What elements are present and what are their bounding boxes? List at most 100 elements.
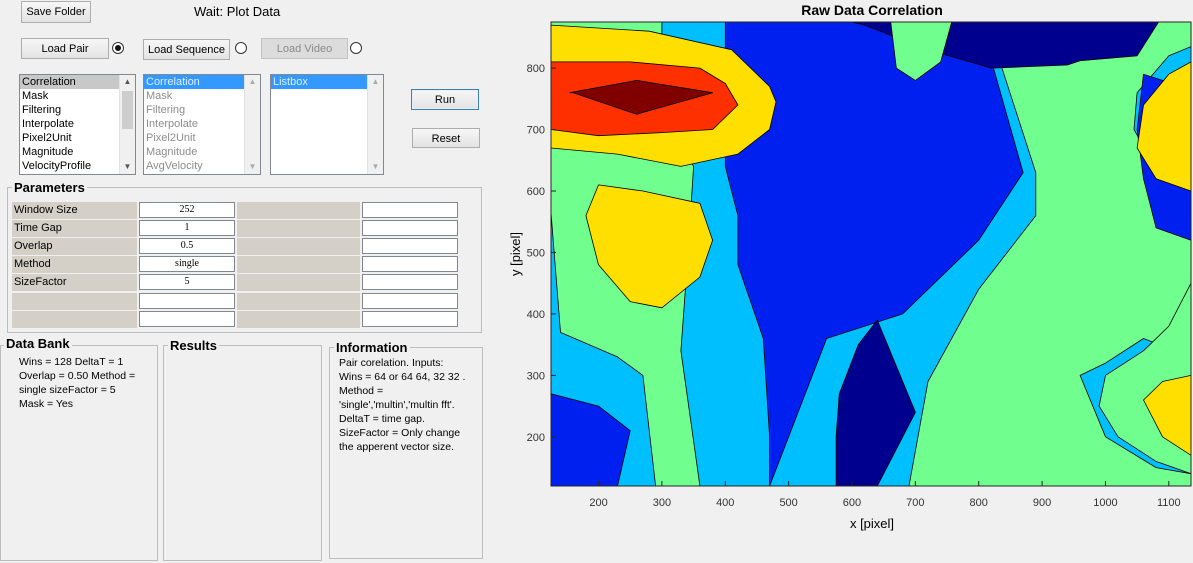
param-value-field-empty[interactable] — [362, 293, 458, 309]
data-bank-line: Overlap = 0.50 Method = — [19, 370, 136, 382]
x-tick-label: 900 — [1033, 497, 1051, 509]
x-tick-label: 300 — [653, 497, 671, 509]
y-tick-label: 600 — [527, 186, 545, 198]
results-panel — [163, 345, 322, 561]
param-value-field[interactable] — [139, 311, 235, 327]
x-tick-label: 500 — [779, 497, 797, 509]
parameters-panel — [7, 187, 482, 333]
param-value-field[interactable]: 1 — [139, 220, 235, 236]
param-label: SizeFactor — [12, 274, 137, 291]
param-value-field-empty[interactable] — [362, 202, 458, 218]
scroll-up-icon[interactable]: ▲ — [371, 77, 380, 86]
information-line: Method = — [339, 385, 384, 397]
param-label: Window Size — [12, 202, 137, 219]
contour-region-level-2 — [724, 22, 1024, 486]
y-tick-label: 300 — [527, 370, 545, 382]
list-item[interactable]: Mask — [22, 90, 49, 102]
information-title: Information — [334, 340, 410, 355]
information-line: Pair corelation. Inputs: — [339, 357, 444, 369]
list-item[interactable]: Magnitude — [22, 146, 74, 158]
contour-regions — [551, 22, 1191, 486]
scroll-up-icon[interactable]: ▲ — [123, 77, 132, 86]
y-tick-label: 400 — [527, 309, 545, 321]
param-value-field-empty[interactable] — [362, 311, 458, 327]
contour-region-level-5 — [1136, 61, 1191, 192]
param-value-field-empty[interactable] — [362, 274, 458, 290]
list-item[interactable]: Pixel2Unit — [22, 132, 72, 144]
load-pair-radio[interactable] — [112, 42, 124, 54]
information-line: DeltaT = time gap. — [339, 413, 425, 425]
results-title: Results — [168, 338, 219, 353]
scroll-down-icon[interactable]: ▼ — [248, 162, 257, 171]
list-item[interactable]: AvgVelocity — [146, 160, 203, 172]
load-video-button[interactable]: Load Video — [261, 38, 348, 59]
information-line: Wins = 64 or 64 64, 32 32 . — [339, 371, 466, 383]
x-axis-label: x [pixel] — [850, 516, 894, 531]
param-label-empty — [237, 311, 360, 328]
run-button[interactable]: Run — [411, 89, 479, 110]
plot-listbox[interactable]: Correlation Mask Filtering Interpolate P… — [143, 74, 261, 175]
param-label: Overlap — [12, 238, 137, 255]
parameters-title: Parameters — [12, 180, 87, 195]
save-folder-button[interactable]: Save Folder — [21, 1, 91, 23]
param-label-empty — [237, 293, 360, 310]
param-label: Time Gap — [12, 220, 137, 237]
information-line: the apperent vector size. — [339, 441, 454, 453]
x-tick-label: 700 — [906, 497, 924, 509]
load-video-radio[interactable] — [350, 42, 362, 54]
list-item[interactable]: Filtering — [146, 104, 186, 116]
plot-frame — [550, 21, 1192, 487]
param-value-field[interactable]: single — [139, 256, 235, 272]
contour-region-level-5 — [1143, 374, 1191, 456]
list-item[interactable]: Filtering — [22, 104, 62, 116]
information-line: 'single','multin','multin fft'. — [339, 399, 455, 411]
x-tick-label: 600 — [843, 497, 861, 509]
scroll-thumb[interactable] — [122, 91, 133, 129]
extra-listbox[interactable]: Listbox ▲ ▼ — [270, 74, 384, 175]
param-value-field[interactable]: 252 — [139, 202, 235, 218]
chart-title: Raw Data Correlation — [801, 2, 943, 18]
data-bank-line: single sizeFactor = 5 — [19, 384, 116, 396]
list-item[interactable]: Interpolate — [146, 118, 198, 130]
param-value-field[interactable]: 5 — [139, 274, 235, 290]
contour-chart: Raw Data Correlation x [pixel] y [pixel]… — [508, 2, 1192, 531]
list-item[interactable]: Interpolate — [22, 118, 74, 130]
param-value-field[interactable]: 0.5 — [139, 238, 235, 254]
param-value-field-empty[interactable] — [362, 238, 458, 254]
list-item[interactable]: Listbox — [271, 75, 367, 89]
data-bank-line: Wins = 128 DeltaT = 1 — [19, 356, 124, 368]
list-item[interactable]: Magnitude — [146, 146, 198, 158]
list-item[interactable]: Mask — [146, 90, 173, 102]
listbox-scrollbar[interactable]: ▲ ▼ — [119, 75, 135, 174]
load-sequence-button[interactable]: Load Sequence — [143, 39, 230, 60]
contour-region-level-1 — [835, 319, 916, 486]
param-label-empty — [237, 238, 360, 255]
listbox-scrollbar[interactable]: ▲ ▼ — [244, 75, 260, 174]
list-item[interactable]: Correlation — [144, 75, 260, 89]
load-pair-button[interactable]: Load Pair — [21, 38, 109, 59]
y-tick-label: 200 — [527, 432, 545, 444]
y-tick-label: 500 — [527, 247, 545, 259]
load-sequence-radio[interactable] — [235, 42, 247, 54]
process-listbox[interactable]: Correlation Mask Filtering Interpolate P… — [19, 74, 136, 175]
param-value-field-empty[interactable] — [362, 220, 458, 236]
list-item[interactable]: Correlation — [20, 75, 135, 89]
scroll-up-icon[interactable]: ▲ — [248, 77, 257, 86]
param-label: Method — [12, 256, 137, 273]
scroll-down-icon[interactable]: ▼ — [371, 162, 380, 171]
status-text: Wait: Plot Data — [194, 4, 281, 19]
contour-region-level-7 — [569, 80, 714, 115]
y-tick-label: 800 — [527, 63, 545, 75]
y-tick-label: 700 — [527, 125, 545, 137]
contour-region-level-4 — [890, 22, 953, 81]
reset-button[interactable]: Reset — [412, 128, 480, 148]
x-tick-label: 200 — [589, 497, 607, 509]
param-value-field-empty[interactable] — [362, 256, 458, 272]
scroll-down-icon[interactable]: ▼ — [123, 162, 132, 171]
list-item[interactable]: VelocityProfile — [22, 160, 92, 172]
listbox-scrollbar[interactable]: ▲ ▼ — [367, 75, 383, 174]
x-tick-label: 800 — [970, 497, 988, 509]
list-item[interactable]: Pixel2Unit — [146, 132, 196, 144]
param-label-empty — [237, 274, 360, 291]
param-value-field[interactable] — [139, 293, 235, 309]
